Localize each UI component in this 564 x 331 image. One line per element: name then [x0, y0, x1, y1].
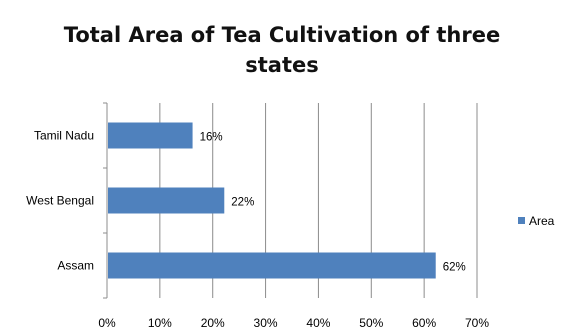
legend-swatch — [518, 217, 525, 224]
bars — [108, 122, 436, 279]
x-tick-label: 50% — [359, 316, 383, 330]
category-label: West Bengal — [26, 194, 94, 208]
legend: Area — [518, 214, 555, 228]
category-label: Tamil Nadu — [34, 129, 94, 143]
data-label: 22% — [231, 197, 254, 209]
data-label: 62% — [443, 262, 466, 274]
chart-title: Total Area of Tea Cultivation of three s… — [0, 20, 564, 80]
x-tick-label: 30% — [254, 316, 278, 330]
x-tick-label: 0% — [98, 316, 116, 330]
x-tick-label: 20% — [201, 316, 225, 330]
bar-tamil-nadu — [108, 122, 193, 149]
x-tick-label: 40% — [306, 316, 330, 330]
x-tick-label: 60% — [412, 316, 436, 330]
x-tick-label: 10% — [148, 316, 172, 330]
bar-assam — [108, 252, 436, 279]
legend-entry-area: Area — [529, 214, 555, 228]
data-labels: 16% 22% 62% — [200, 132, 466, 274]
data-label: 16% — [200, 132, 223, 144]
bar-west-bengal — [108, 187, 225, 214]
chart-title-line-1: Total Area of Tea Cultivation of three — [63, 23, 501, 47]
category-label: Assam — [57, 259, 94, 273]
x-tick-label: 70% — [465, 316, 489, 330]
category-labels: Tamil Nadu West Bengal Assam — [26, 129, 94, 273]
x-tick-labels: 0% 10% 20% 30% 40% 50% 60% 70% — [98, 316, 489, 330]
chart-title-line-2: states — [245, 53, 319, 77]
axes — [103, 102, 108, 299]
